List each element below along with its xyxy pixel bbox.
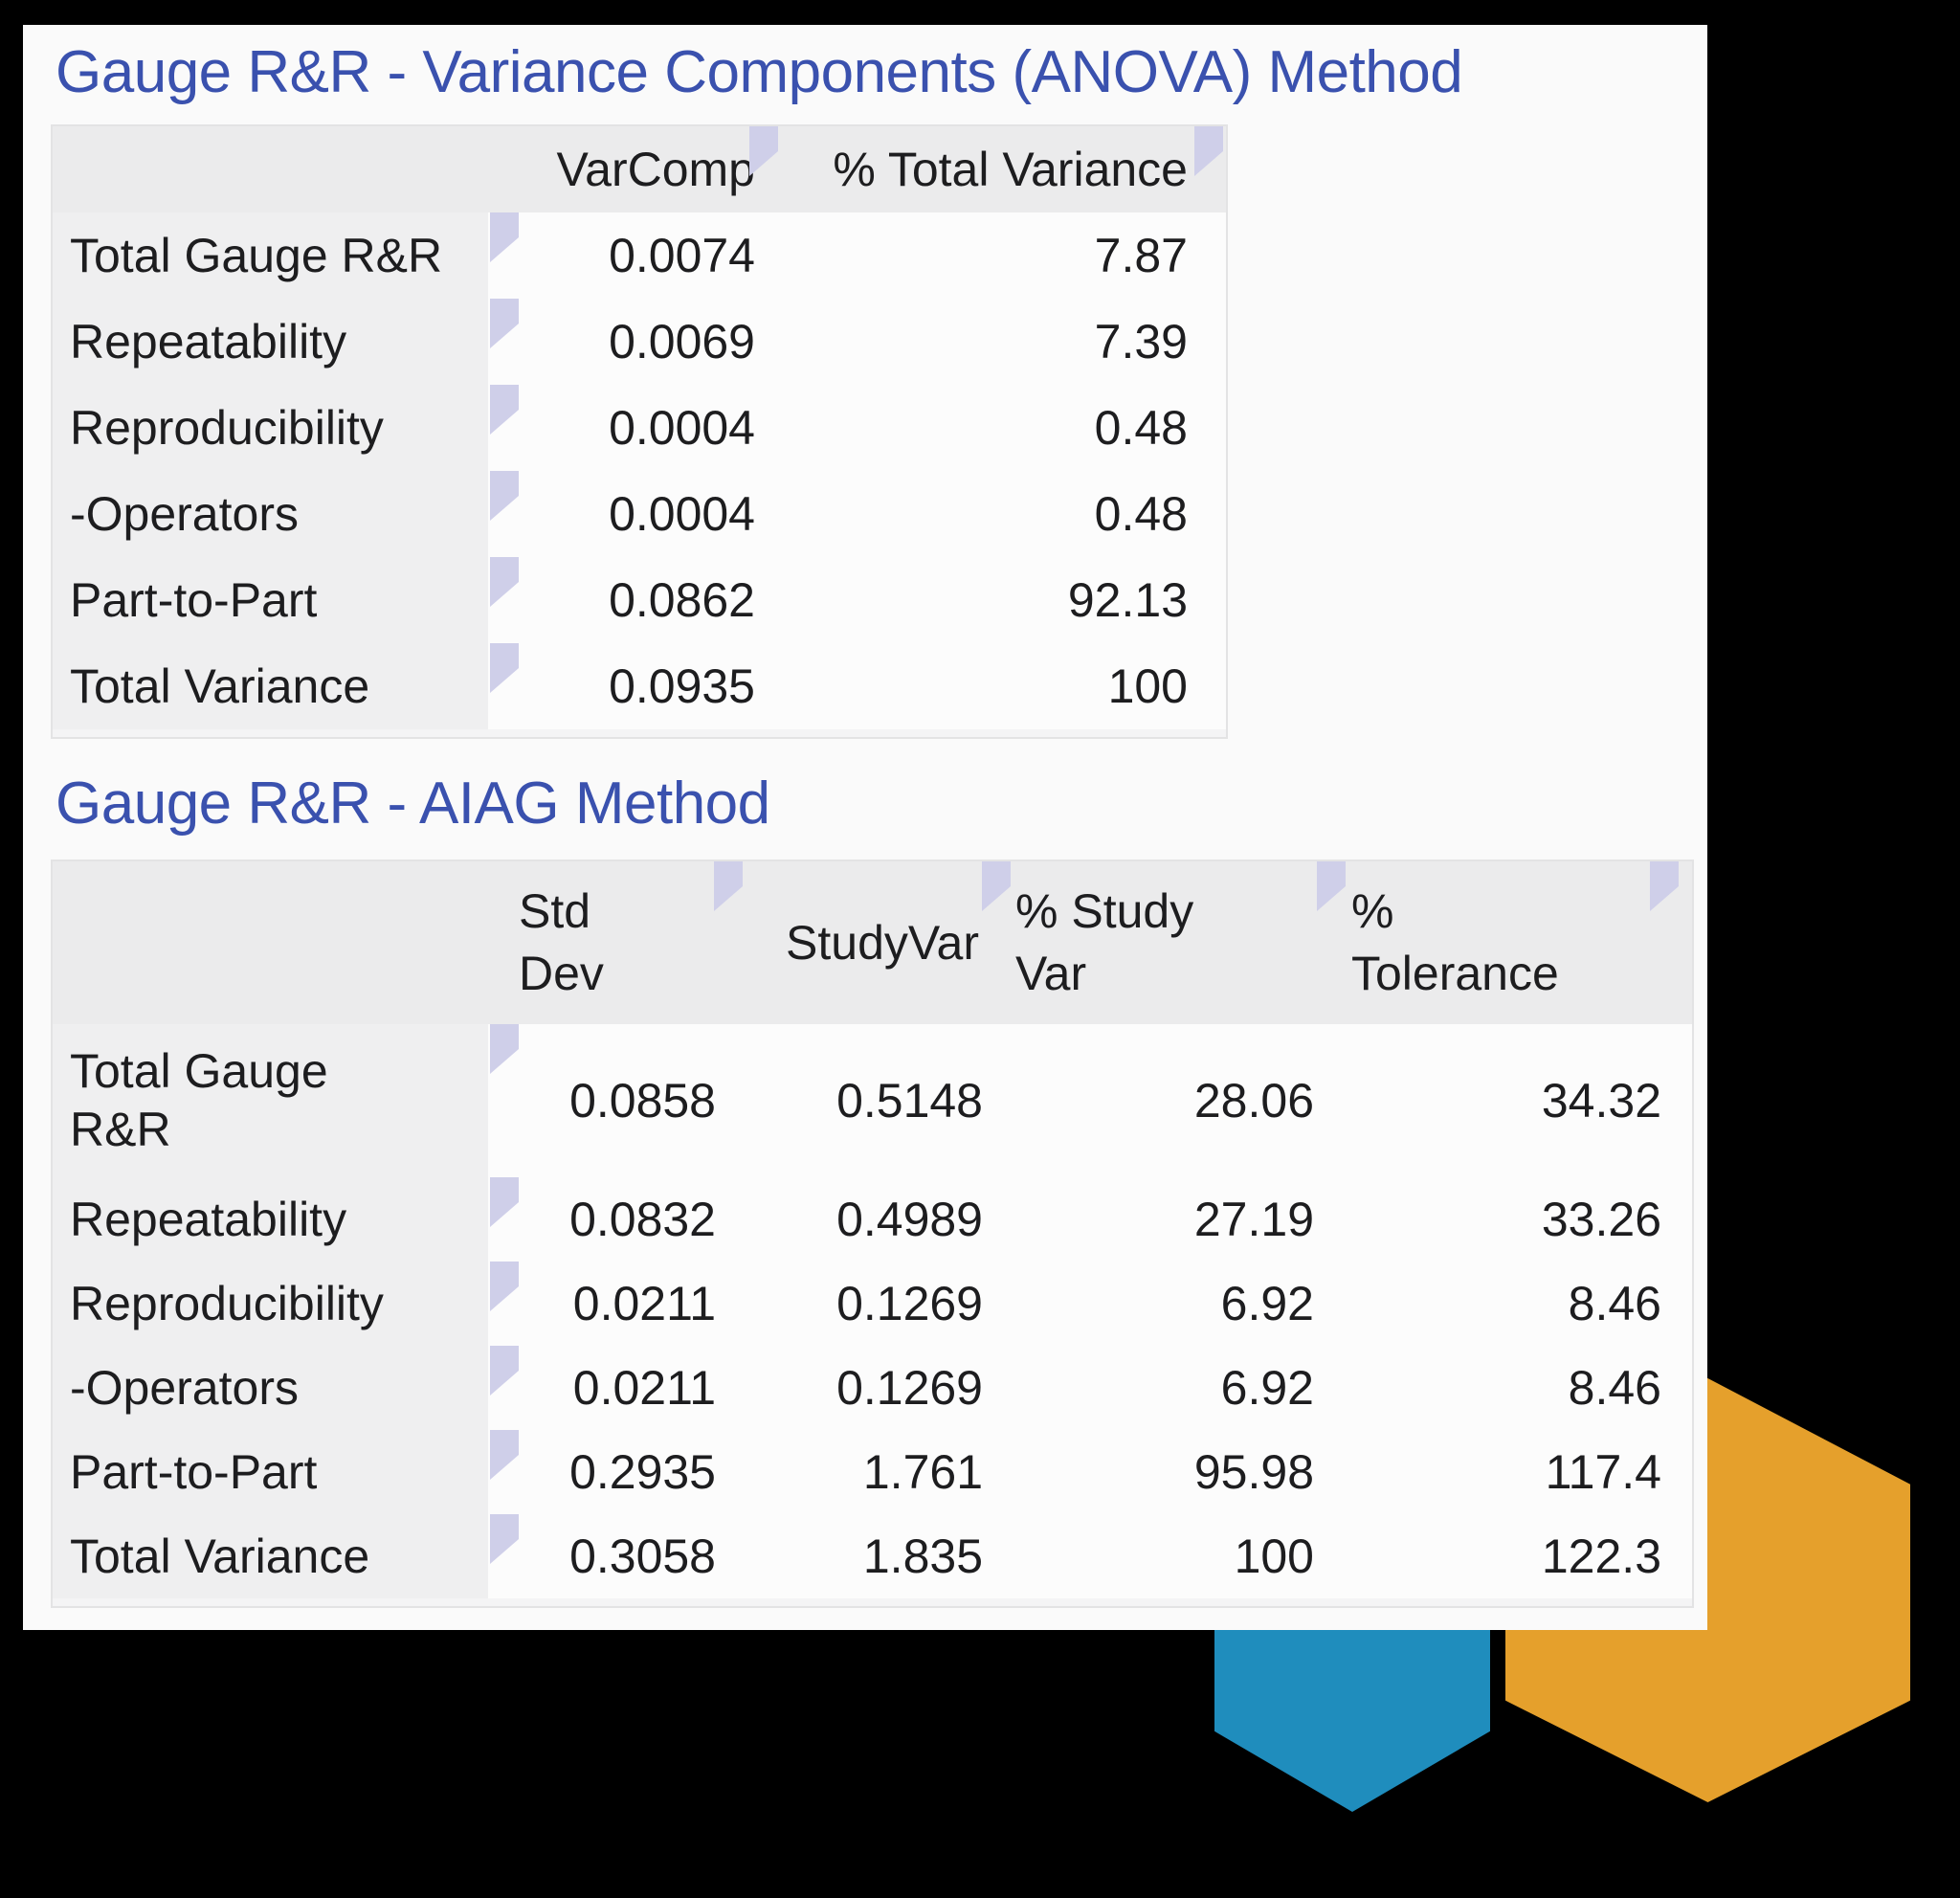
aiag-column-header-pct-tolerance: % Tolerance xyxy=(1351,884,1559,1000)
cell-std-dev: 0.0211 xyxy=(572,1361,716,1415)
row-label: Repeatability xyxy=(53,1177,488,1262)
cell-pct-tolerance: 122.3 xyxy=(1541,1530,1661,1583)
cell-varcomp: 0.0935 xyxy=(609,659,755,713)
row-label: Part-to-Part xyxy=(53,557,488,643)
anova-header-spacer xyxy=(53,126,488,212)
cell-pct-total: 7.87 xyxy=(1094,229,1188,282)
row-label: Reproducibility xyxy=(53,385,488,471)
row-label: Total Variance xyxy=(53,1514,488,1598)
table-row: Part-to-Part 0.2935 1.761 95.98 117.4 xyxy=(53,1430,1692,1514)
table-row: Total Gauge R&R 0.0858 0.5148 28.06 34.3… xyxy=(53,1024,1692,1177)
cell-pct-total: 0.48 xyxy=(1094,487,1188,541)
aiag-table: Std Dev StudyVar % Study Var % Tolerance… xyxy=(51,860,1694,1608)
cell-std-dev: 0.0832 xyxy=(569,1193,716,1246)
cell-pct-tolerance: 8.46 xyxy=(1568,1361,1661,1415)
table-row: -Operators 0.0211 0.1269 6.92 8.46 xyxy=(53,1346,1692,1430)
cell-study-var: 1.835 xyxy=(862,1530,983,1583)
row-label: -Operators xyxy=(53,471,488,557)
cell-pct-tolerance: 34.32 xyxy=(1541,1074,1661,1128)
cell-pct-study-var: 27.19 xyxy=(1193,1193,1314,1246)
anova-section-title[interactable]: Gauge R&R - Variance Components (ANOVA) … xyxy=(56,39,1463,105)
cell-study-var: 0.1269 xyxy=(836,1277,983,1330)
anova-column-header-pct-total-variance: % Total Variance xyxy=(833,142,1188,196)
table-row: Total Variance 0.0935 100 xyxy=(53,643,1226,729)
cell-pct-study-var: 100 xyxy=(1234,1530,1314,1583)
table-row: -Operators 0.0004 0.48 xyxy=(53,471,1226,557)
aiag-column-header-studyvar: StudyVar xyxy=(786,915,979,970)
cell-std-dev: 0.0858 xyxy=(569,1074,716,1128)
cell-pct-total: 0.48 xyxy=(1094,401,1188,455)
table-row: Repeatability 0.0069 7.39 xyxy=(53,299,1226,385)
table-row: Part-to-Part 0.0862 92.13 xyxy=(53,557,1226,643)
table-row: Reproducibility 0.0211 0.1269 6.92 8.46 xyxy=(53,1262,1692,1346)
cell-pct-tolerance: 33.26 xyxy=(1541,1193,1661,1246)
aiag-column-header-pct-study-var: % Study Var xyxy=(1015,884,1194,1000)
cell-study-var: 0.4989 xyxy=(836,1193,983,1246)
cell-std-dev: 0.3058 xyxy=(569,1530,716,1583)
aiag-header-row: Std Dev StudyVar % Study Var % Tolerance xyxy=(53,861,1692,1024)
cell-std-dev: 0.2935 xyxy=(569,1445,716,1499)
cell-pct-total: 100 xyxy=(1107,659,1188,713)
cell-varcomp: 0.0074 xyxy=(609,229,755,282)
cell-varcomp: 0.0004 xyxy=(609,487,755,541)
cell-pct-total: 92.13 xyxy=(1067,573,1188,627)
cell-pct-total: 7.39 xyxy=(1094,315,1188,368)
report-card: Gauge R&R - Variance Components (ANOVA) … xyxy=(23,25,1707,1630)
cell-pct-study-var: 28.06 xyxy=(1193,1074,1314,1128)
row-label: Part-to-Part xyxy=(53,1430,488,1514)
cell-pct-study-var: 6.92 xyxy=(1220,1361,1314,1415)
row-label: Total Gauge R&R xyxy=(53,1024,488,1177)
row-label: Total Variance xyxy=(53,643,488,729)
cell-varcomp: 0.0069 xyxy=(609,315,755,368)
cell-pct-study-var: 6.92 xyxy=(1220,1277,1314,1330)
aiag-column-header-std-dev: Std Dev xyxy=(519,884,604,1000)
anova-table: VarComp % Total Variance Total Gauge R&R… xyxy=(51,124,1228,739)
table-row: Reproducibility 0.0004 0.48 xyxy=(53,385,1226,471)
row-label: Total Gauge R&R xyxy=(53,212,488,299)
table-row: Repeatability 0.0832 0.4989 27.19 33.26 xyxy=(53,1177,1692,1262)
cell-pct-tolerance: 8.46 xyxy=(1568,1277,1661,1330)
anova-column-header-varcomp: VarComp xyxy=(556,142,755,196)
row-label: Repeatability xyxy=(53,299,488,385)
cell-pct-tolerance: 117.4 xyxy=(1545,1445,1661,1499)
table-row: Total Gauge R&R 0.0074 7.87 xyxy=(53,212,1226,299)
cell-pct-study-var: 95.98 xyxy=(1193,1445,1314,1499)
row-label: Reproducibility xyxy=(53,1262,488,1346)
cell-study-var: 0.5148 xyxy=(836,1074,983,1128)
aiag-header-spacer xyxy=(53,861,488,1024)
cell-varcomp: 0.0862 xyxy=(609,573,755,627)
cell-std-dev: 0.0211 xyxy=(572,1277,716,1330)
aiag-section-title[interactable]: Gauge R&R - AIAG Method xyxy=(56,770,770,837)
cell-study-var: 1.761 xyxy=(862,1445,983,1499)
table-row: Total Variance 0.3058 1.835 100 122.3 xyxy=(53,1514,1692,1598)
cell-study-var: 0.1269 xyxy=(836,1361,983,1415)
row-label: -Operators xyxy=(53,1346,488,1430)
cell-varcomp: 0.0004 xyxy=(609,401,755,455)
anova-header-row: VarComp % Total Variance xyxy=(53,126,1226,212)
